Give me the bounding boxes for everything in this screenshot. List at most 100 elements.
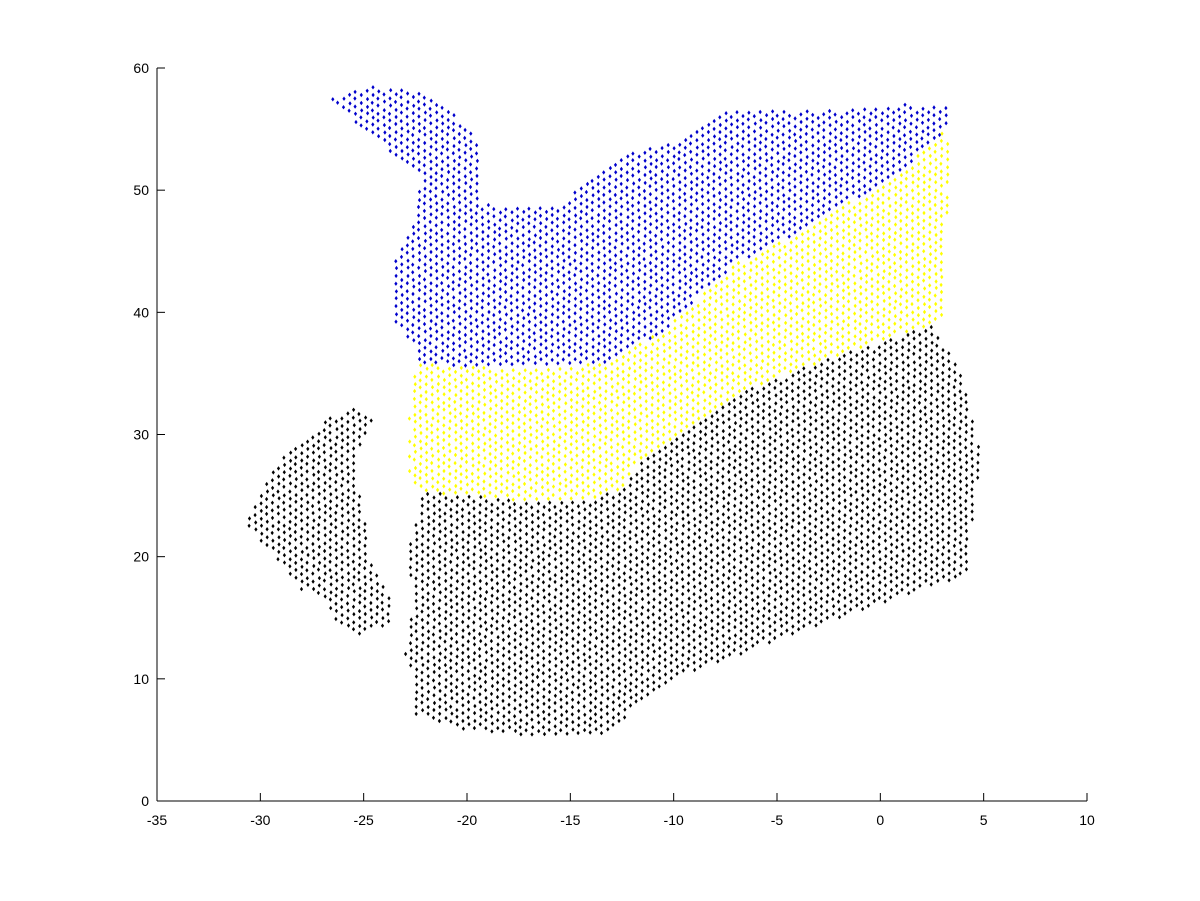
data-point	[521, 233, 525, 238]
data-point	[400, 292, 404, 298]
data-point	[939, 260, 943, 265]
data-point	[585, 303, 589, 309]
data-point	[360, 108, 364, 113]
data-point	[853, 249, 857, 255]
data-point	[640, 581, 644, 587]
data-point	[511, 398, 515, 404]
data-point	[811, 195, 815, 201]
data-point	[708, 288, 712, 293]
data-point	[690, 390, 694, 395]
data-point	[650, 418, 654, 423]
data-point	[555, 322, 559, 328]
data-point	[411, 291, 415, 297]
data-point	[444, 541, 448, 546]
data-point	[592, 472, 596, 477]
data-point	[717, 274, 721, 279]
data-point	[772, 335, 776, 340]
data-point	[747, 178, 751, 184]
data-point	[608, 294, 612, 300]
data-point	[438, 697, 442, 702]
data-point	[916, 290, 920, 295]
data-point	[660, 222, 664, 227]
data-point	[475, 181, 479, 186]
data-point	[422, 102, 426, 107]
data-point	[874, 122, 878, 128]
data-point	[683, 145, 687, 150]
data-point	[411, 322, 415, 328]
data-point	[440, 325, 444, 330]
data-point	[559, 530, 563, 536]
data-point	[454, 483, 458, 489]
data-point	[444, 707, 448, 712]
data-point	[599, 616, 604, 622]
data-point	[828, 161, 832, 167]
data-point	[565, 550, 569, 555]
data-point	[481, 343, 485, 348]
data-point	[810, 127, 814, 132]
data-point	[876, 227, 880, 232]
data-point	[609, 461, 613, 466]
data-point	[737, 283, 741, 288]
data-point	[928, 153, 932, 159]
data-point	[656, 398, 660, 403]
data-point	[458, 124, 462, 129]
data-point	[553, 700, 557, 706]
data-point	[538, 213, 543, 218]
data-point	[627, 440, 631, 446]
data-point	[461, 612, 465, 617]
data-point	[424, 472, 428, 477]
data-point	[501, 562, 505, 568]
data-point	[671, 198, 675, 204]
data-point	[737, 359, 741, 364]
data-point	[712, 202, 716, 207]
data-point	[538, 350, 542, 355]
data-point	[706, 227, 710, 233]
data-point	[590, 300, 594, 305]
data-point	[720, 302, 724, 307]
data-point	[777, 270, 781, 275]
data-point	[805, 215, 809, 220]
data-point	[399, 102, 404, 108]
data-point	[594, 530, 598, 535]
data-point	[571, 613, 575, 619]
data-point	[560, 659, 564, 664]
data-point	[412, 457, 416, 462]
data-point	[644, 384, 648, 389]
data-point	[577, 526, 581, 531]
data-point	[874, 153, 878, 158]
data-point	[629, 665, 633, 670]
data-point	[511, 428, 515, 434]
data-point	[426, 597, 430, 603]
data-point	[623, 691, 627, 697]
data-point	[640, 665, 644, 670]
data-point	[561, 319, 565, 324]
data-point	[494, 418, 498, 423]
data-point	[432, 541, 437, 546]
data-point	[672, 168, 676, 174]
data-point	[510, 263, 514, 269]
data-point	[888, 302, 892, 307]
data-point	[431, 484, 435, 489]
data-point	[743, 294, 747, 299]
data-point	[490, 616, 494, 621]
data-point	[876, 325, 880, 330]
data-point	[771, 169, 775, 175]
data-point	[501, 517, 505, 522]
data-point	[486, 264, 490, 269]
data-point	[505, 372, 509, 377]
data-point	[519, 543, 523, 548]
data-point	[478, 616, 482, 621]
data-point	[679, 398, 683, 404]
data-point	[481, 329, 485, 334]
data-point	[452, 181, 456, 186]
data-point	[793, 184, 797, 189]
data-point	[637, 260, 641, 266]
data-point	[441, 144, 445, 149]
data-point	[568, 285, 572, 290]
data-point	[683, 183, 687, 188]
data-point	[577, 587, 581, 592]
data-point	[922, 324, 926, 329]
data-point	[426, 568, 430, 573]
data-point	[839, 168, 844, 173]
data-point	[650, 425, 654, 430]
